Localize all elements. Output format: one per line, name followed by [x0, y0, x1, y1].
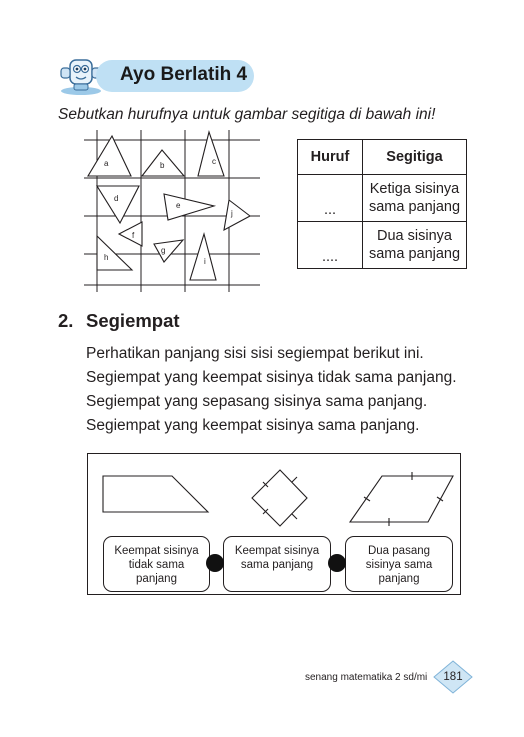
triangle-i: [189, 231, 217, 281]
table-row: ... Ketiga sisinya sama panjang: [297, 174, 467, 222]
triangle-label: b: [160, 161, 165, 170]
triangle-b: [140, 149, 186, 177]
cell-text: Ketiga sisinya: [369, 181, 460, 197]
table-cell: Dua sisinya sama panjang: [362, 221, 467, 269]
triangle-d: [96, 185, 140, 225]
triangle-label: g: [161, 246, 165, 255]
connector-dot[interactable]: [206, 554, 224, 572]
triangle-f: [117, 221, 143, 247]
paragraph-line: Segiempat yang keempat sisinya sama panj…: [86, 417, 420, 434]
triangle-label: d: [114, 194, 118, 203]
paragraph-line: Segiempat yang keempat sisinya tidak sam…: [86, 369, 457, 386]
triangle-label: i: [204, 257, 206, 266]
answer-blank[interactable]: ...: [297, 174, 363, 222]
table-row: .... Dua sisinya sama panjang: [297, 221, 467, 269]
label-text: sama panjang: [240, 559, 314, 571]
rhombus-shape: [251, 469, 308, 527]
table-header-segitiga: Segitiga: [362, 139, 467, 175]
parallelogram-shape: [348, 475, 454, 523]
triangle-label: c: [212, 157, 216, 166]
table-cell: Ketiga sisinya sama panjang: [362, 174, 467, 222]
paragraph-line: Segiempat yang sepasang sisinya sama pan…: [86, 393, 428, 410]
table-header-huruf: Huruf: [297, 139, 363, 175]
instruction-text: Sebutkan hurufnya untuk gambar segitiga …: [58, 106, 436, 123]
parallelogram-tick-marks: [363, 472, 444, 526]
label-text: Dua pasang: [367, 545, 431, 557]
cell-text: sama panjang: [368, 246, 461, 262]
exercise-title: Ayo Berlatih 4: [120, 64, 248, 85]
triangle-c: [197, 130, 225, 177]
shape-label-box: Keempat sisinya sama panjang: [223, 536, 331, 592]
label-text: Keempat sisinya: [114, 545, 199, 557]
label-text: Keempat sisinya: [234, 545, 320, 557]
quadrilateral-figure: [102, 469, 454, 527]
trapezoid-shape: [102, 475, 210, 513]
table-header-row: Huruf Segitiga: [297, 139, 467, 175]
section-heading: 2. Segiempat: [58, 310, 180, 332]
triangle-j: [223, 199, 252, 232]
triangle-label: f: [132, 231, 135, 240]
triangle-grid-figure: a b c d e f g h i j: [84, 130, 260, 292]
triangle-label: j: [230, 209, 233, 218]
page-number-badge-icon: [433, 660, 473, 694]
rhombus-tick-marks: [262, 476, 298, 520]
page-number: 181: [443, 671, 463, 683]
shape-label-box: Keempat sisinya tidak sama panjang: [103, 536, 210, 592]
label-text: sisinya sama: [365, 559, 433, 571]
cell-text: Dua sisinya: [377, 228, 452, 244]
answer-blank[interactable]: ....: [297, 221, 363, 269]
section-number: 2.: [58, 310, 74, 331]
triangle-label: e: [176, 201, 181, 210]
footer-book-title: senang matematika 2 sd/mi: [305, 672, 428, 683]
label-text: panjang: [378, 573, 420, 585]
triangle-h: [96, 234, 134, 271]
label-text: tidak sama: [128, 559, 185, 571]
robot-mascot-icon: [60, 59, 102, 95]
triangle-a: [87, 134, 132, 177]
shape-label-box: Dua pasang sisinya sama panjang: [345, 536, 453, 592]
triangle-label: h: [104, 253, 108, 262]
triangle-label: a: [104, 159, 109, 168]
cell-text: sama panjang: [368, 199, 461, 215]
label-text: panjang: [136, 573, 177, 585]
heading-badge: [96, 60, 254, 92]
triangle-e: [163, 193, 217, 221]
triangle-g: [153, 239, 185, 263]
paragraph-line: Perhatikan panjang sisi sisi segiempat b…: [86, 345, 424, 362]
shape-matching-frame: [87, 453, 461, 595]
answer-table: Huruf Segitiga ... Ketiga sisinya sama p…: [297, 139, 467, 269]
connector-dot[interactable]: [328, 554, 346, 572]
section-title: Segiempat: [86, 310, 180, 331]
